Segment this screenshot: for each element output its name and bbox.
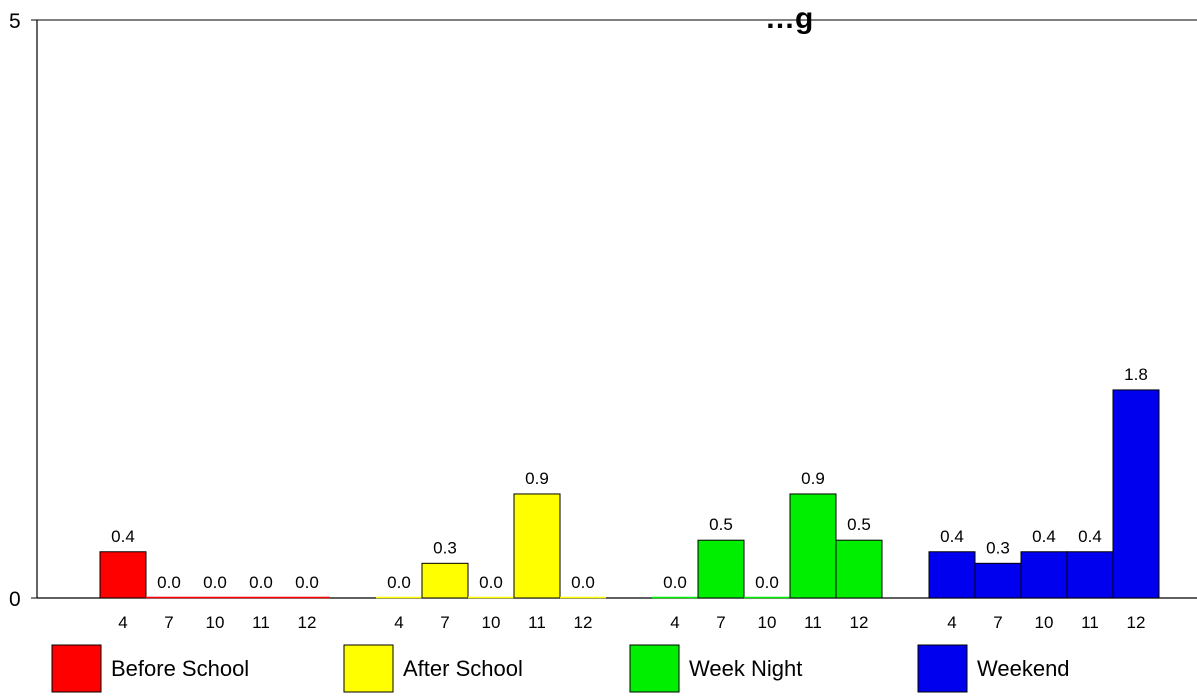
- data-label: 0.9: [801, 469, 825, 488]
- x-tick-label: 10: [482, 613, 501, 632]
- bar: [99, 551, 147, 599]
- data-label: 0.5: [847, 515, 871, 534]
- data-label: 0.4: [1078, 527, 1102, 546]
- x-tick-label: 10: [1035, 613, 1054, 632]
- data-label: 0.0: [387, 573, 411, 592]
- legend-swatch: [343, 644, 394, 693]
- legend-swatch: [917, 644, 968, 693]
- data-label: 0.0: [755, 573, 779, 592]
- y-tick-label: 0: [9, 588, 21, 611]
- data-label: 0.9: [525, 469, 549, 488]
- legend: Before School After School Week Night Weeke…: [51, 644, 1070, 693]
- x-tick-label: 10: [758, 613, 777, 632]
- x-tick-label: 4: [394, 613, 403, 632]
- title-layer: …g: [765, 2, 813, 35]
- data-label: 0.0: [479, 573, 503, 592]
- data-label: 0.4: [940, 527, 964, 546]
- bar: [1020, 551, 1068, 599]
- legend-item: Weekend: [917, 644, 1070, 693]
- data-label: 1.8: [1124, 365, 1148, 384]
- legend-item: After School: [343, 644, 523, 693]
- data-label: 0.3: [433, 538, 457, 557]
- legend-swatch: [629, 644, 680, 693]
- data-label: 0.5: [709, 515, 733, 534]
- bar: [974, 562, 1022, 599]
- bar: [513, 493, 561, 599]
- x-tick-label: 12: [1127, 613, 1146, 632]
- data-label: 0.4: [111, 527, 135, 546]
- x-tick-label: 11: [1081, 613, 1099, 632]
- bar: [928, 551, 976, 599]
- legend-item: Week Night: [629, 644, 802, 693]
- legend-label: After School: [403, 656, 523, 681]
- data-label: 0.3: [986, 538, 1010, 557]
- data-label: 0.0: [295, 573, 319, 592]
- legend-label: Before School: [111, 656, 249, 681]
- chart-title: …g: [765, 2, 813, 35]
- x-tick-label: 4: [947, 613, 956, 632]
- legend-label: Week Night: [689, 656, 802, 681]
- data-label: 0.0: [663, 573, 687, 592]
- axes-layer: 05: [9, 10, 1197, 611]
- data-label: 0.0: [571, 573, 595, 592]
- labels-layer: 0.4 4 0.0 7 0.0 10 0.0 11 0.0 12 0.0 4 0.3 7 0.0 10 0.9 1…: [111, 365, 1148, 632]
- x-tick-label: 11: [528, 613, 546, 632]
- legend-item: Before School: [51, 644, 249, 693]
- x-tick-label: 11: [252, 613, 270, 632]
- bar: [1112, 389, 1160, 599]
- data-label: 0.4: [1032, 527, 1056, 546]
- data-label: 0.0: [157, 573, 181, 592]
- x-tick-label: 12: [298, 613, 317, 632]
- bar: [835, 539, 883, 599]
- x-tick-label: 4: [670, 613, 679, 632]
- x-tick-label: 7: [440, 613, 449, 632]
- x-tick-label: 7: [164, 613, 173, 632]
- x-tick-label: 12: [850, 613, 869, 632]
- legend-label: Weekend: [977, 656, 1070, 681]
- x-tick-label: 7: [993, 613, 1002, 632]
- bar: [789, 493, 837, 599]
- legend-swatch: [51, 644, 102, 693]
- bars-layer: [99, 389, 1160, 599]
- data-label: 0.0: [249, 573, 273, 592]
- bar: [421, 562, 469, 599]
- x-tick-label: 12: [574, 613, 593, 632]
- bar: [697, 539, 745, 599]
- x-tick-label: 7: [716, 613, 725, 632]
- bar: [1066, 551, 1114, 599]
- data-label: 0.0: [203, 573, 227, 592]
- x-tick-label: 10: [206, 613, 225, 632]
- x-tick-label: 4: [118, 613, 127, 632]
- x-tick-label: 11: [804, 613, 822, 632]
- y-tick-label: 5: [9, 10, 21, 33]
